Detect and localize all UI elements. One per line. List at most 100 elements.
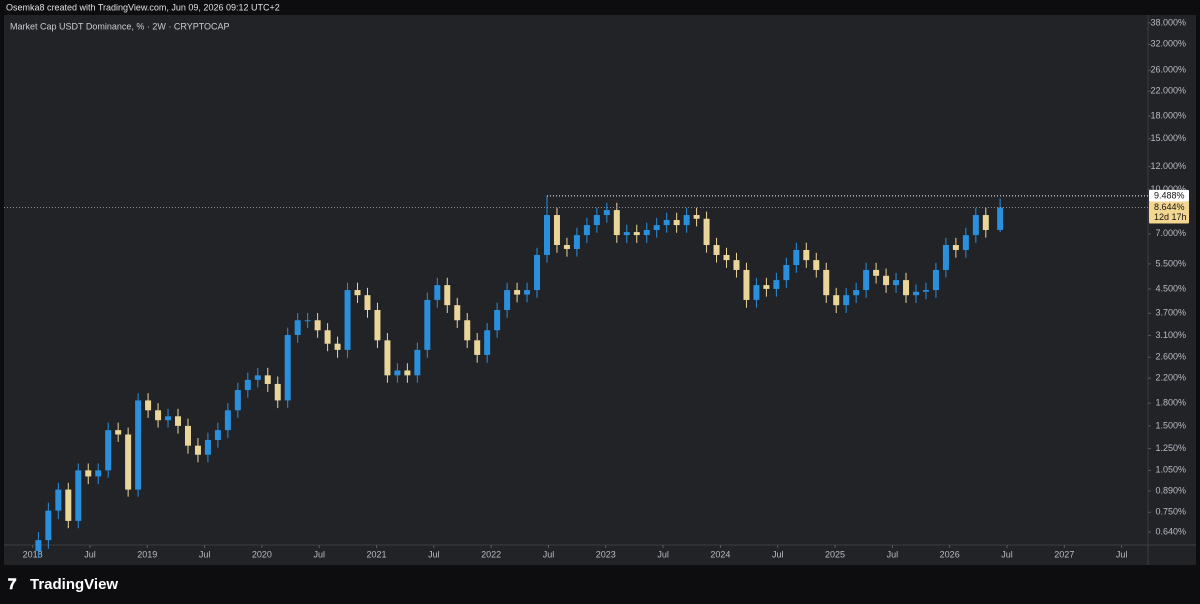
y-tick-label: 1.800% <box>1155 398 1186 408</box>
x-tick-label: 2026 <box>940 549 960 559</box>
candle-body <box>75 470 82 521</box>
candle-body <box>952 245 959 250</box>
x-tick-label: Jul <box>313 549 325 559</box>
candle-body <box>234 390 241 411</box>
candle-body <box>294 320 301 335</box>
candle-body <box>224 410 231 431</box>
candle-body <box>883 275 890 286</box>
y-tick-label: 26.000% <box>1150 65 1186 75</box>
y-tick-label: 38.000% <box>1150 17 1186 27</box>
y-tick-label: 10.000% <box>1150 184 1186 194</box>
high-label-box <box>1149 189 1189 202</box>
candle-body <box>95 470 102 477</box>
candle-body <box>783 265 790 281</box>
candle-body <box>214 430 221 440</box>
candle-body <box>962 235 969 250</box>
candle-body <box>264 375 271 384</box>
candles <box>35 195 1004 558</box>
candle-body <box>145 400 152 411</box>
candle-body <box>45 510 52 541</box>
footer-logo: 𝟕 TradingView <box>8 576 118 593</box>
candle-body <box>543 215 550 255</box>
candle-body <box>863 269 870 291</box>
y-tick-label: 3.700% <box>1155 308 1186 318</box>
x-tick-label: Jul <box>1116 549 1128 559</box>
candle-body <box>693 215 700 219</box>
candle-body <box>553 215 560 246</box>
candle-body <box>703 218 710 246</box>
candle-body <box>623 232 630 236</box>
candle-body <box>997 207 1004 230</box>
candle-body <box>912 291 919 296</box>
y-tick-label: 15.000% <box>1150 133 1186 143</box>
candle-body <box>494 310 501 331</box>
x-tick-label: Jul <box>772 549 784 559</box>
y-tick-label: 12.000% <box>1150 161 1186 171</box>
candle-body <box>793 249 800 266</box>
candle-body <box>733 260 740 270</box>
candle-body <box>613 210 620 236</box>
candle-body <box>414 349 421 376</box>
candle-body <box>155 410 162 421</box>
y-tick-label: 3.100% <box>1155 330 1186 340</box>
y-tick-label: 0.890% <box>1155 485 1186 495</box>
candle-body <box>454 305 461 321</box>
y-tick-label: 1.250% <box>1155 443 1186 453</box>
candle-body <box>603 210 610 216</box>
candle-body <box>893 280 900 286</box>
candle-body <box>394 370 401 376</box>
candle-body <box>344 290 351 350</box>
x-tick-label: Jul <box>84 549 96 559</box>
y-tick-label: 1.050% <box>1155 465 1186 475</box>
x-tick-label: 2021 <box>367 549 387 559</box>
candle-body <box>165 416 172 421</box>
candle-body <box>763 285 770 289</box>
y-tick-label: 32.000% <box>1150 39 1186 49</box>
y-tick-label: 1.500% <box>1155 420 1186 430</box>
candle-body <box>105 430 112 471</box>
x-tick-label: 2018 <box>23 549 43 559</box>
high-label: 9.488% <box>1154 190 1185 200</box>
y-tick-label: 0.750% <box>1155 507 1186 517</box>
candle-body <box>474 340 481 355</box>
candle-body <box>334 343 341 350</box>
candle-body <box>843 295 850 306</box>
candle-body <box>803 249 810 261</box>
candle-body <box>633 232 640 236</box>
candle-body <box>873 269 880 276</box>
candle-body <box>534 254 541 291</box>
candle-body <box>643 229 650 236</box>
candle-body <box>364 295 371 311</box>
candle-body <box>563 245 570 249</box>
candle-body <box>384 340 391 376</box>
candle-body <box>823 269 830 296</box>
candle-body <box>583 225 590 236</box>
price-label: 8.644% <box>1154 202 1185 212</box>
x-tick-label: 2025 <box>825 549 845 559</box>
candle-body <box>184 425 191 446</box>
candle-body <box>673 220 680 226</box>
x-tick-label: 2023 <box>596 549 616 559</box>
candle-body <box>244 379 251 391</box>
candle-body <box>504 290 511 311</box>
candle-body <box>125 434 132 490</box>
chart-panel <box>4 15 1196 565</box>
candle-body <box>284 334 291 401</box>
candle-body <box>593 215 600 226</box>
candle-body <box>903 280 910 296</box>
candle-body <box>404 370 411 376</box>
candle-body <box>653 225 660 230</box>
candle-body <box>115 430 122 435</box>
candle-body <box>35 540 42 551</box>
y-tick-label: 2.600% <box>1155 352 1186 362</box>
x-tick-label: Jul <box>887 549 899 559</box>
candle-body <box>514 290 521 295</box>
candle-body <box>723 254 730 261</box>
x-tick-label: Jul <box>199 549 211 559</box>
y-tick-label: 5.500% <box>1155 258 1186 268</box>
candle-body <box>753 285 760 300</box>
x-tick-label: 2019 <box>137 549 157 559</box>
candle-body <box>324 330 331 344</box>
